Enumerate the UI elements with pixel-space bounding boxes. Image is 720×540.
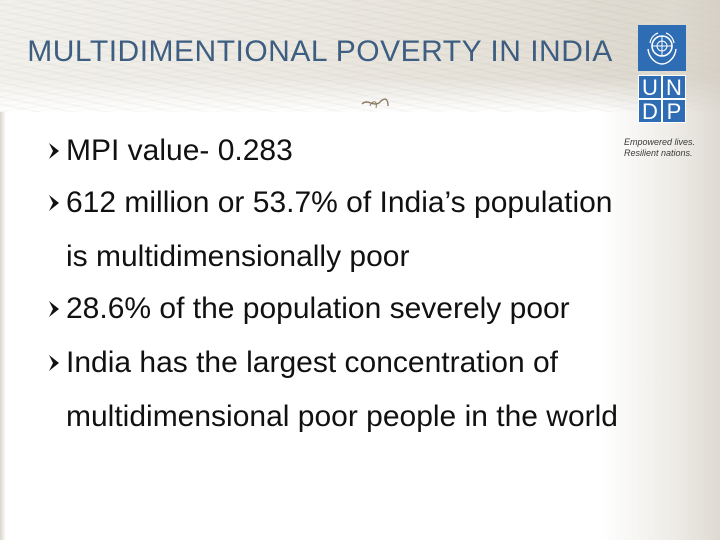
bullet-item: 28.6% of the population severely poor [46,290,686,328]
arrow-bullet-icon [49,143,59,159]
bullet-text: MPI value- 0.283 [66,134,293,167]
bullet-text: 612 million or 53.7% of India’s populati… [66,186,613,219]
logo-tagline: Empowered lives. Resilient nations. [624,137,710,159]
bullet-list: MPI value- 0.283 612 million or 53.7% of… [46,132,686,436]
bullet-item: 612 million or 53.7% of India’s populati… [46,184,686,276]
tagline-line-1: Empowered lives. [624,137,696,147]
logo-letter: D [638,99,662,124]
arrow-bullet-icon [49,195,59,211]
paper-edge-left [0,112,6,540]
undp-letter-grid: U N D P [638,75,686,124]
bullet-item: MPI value- 0.283 [46,132,686,170]
tagline-line-2: Resilient nations. [624,148,693,158]
logo-letter: U [638,75,662,100]
bullet-text-continued: is multidimensionally poor [66,240,410,273]
undp-logo: U N D P Empowered lives. Resilient natio… [624,25,710,170]
bullet-text-continued: multidimensional poor people in the worl… [66,400,618,433]
arrow-bullet-icon [49,301,59,317]
logo-letter: N [662,75,686,100]
un-emblem-icon [638,25,686,71]
slide-title: MULTIDIMENTIONAL POVERTY IN INDIA [27,35,613,68]
bullet-text: India has the largest concentration of [66,346,558,379]
bullet-text: 28.6% of the population severely poor [66,292,570,325]
swirl-ornament-icon [361,98,389,109]
logo-letter: P [662,99,686,124]
arrow-bullet-icon [49,355,59,371]
bullet-item: India has the largest concentration of m… [46,344,686,436]
